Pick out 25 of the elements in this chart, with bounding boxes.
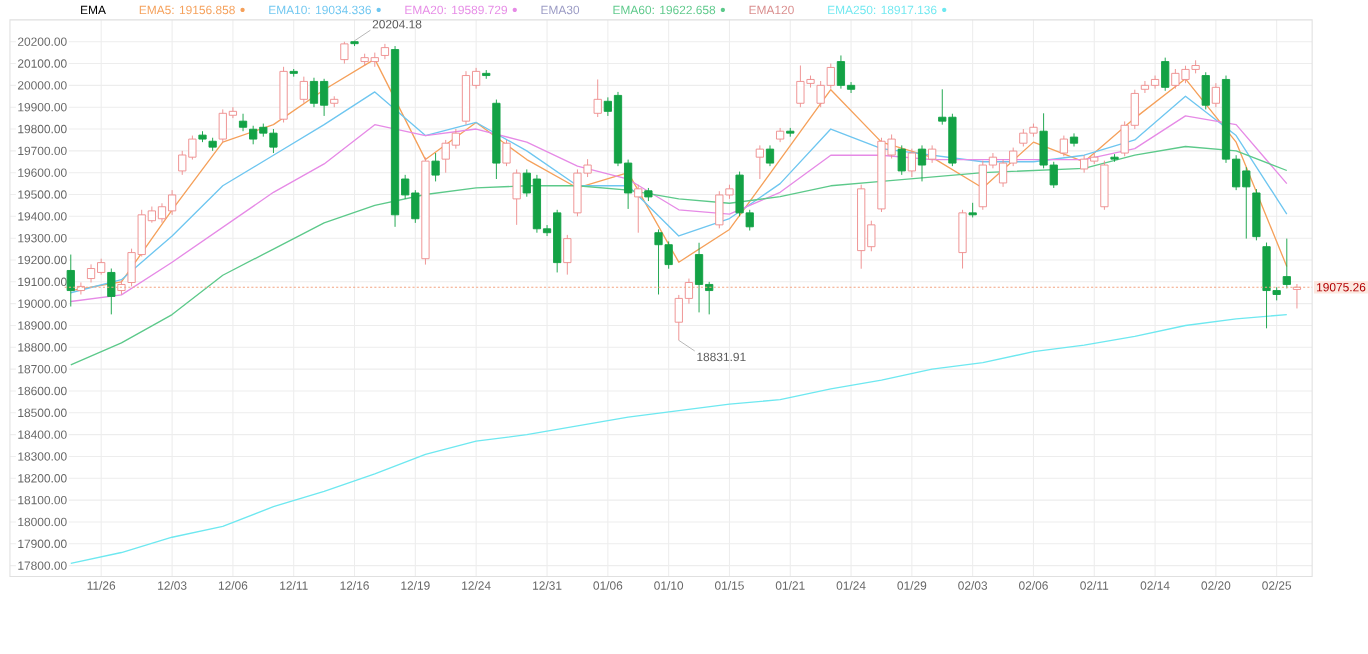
candlestick xyxy=(917,144,927,182)
candlestick xyxy=(593,78,602,118)
candlestick xyxy=(1100,160,1109,211)
candlestick xyxy=(431,152,440,182)
candlestick xyxy=(1252,188,1261,241)
candlestick xyxy=(279,66,288,123)
candlestick xyxy=(563,234,572,276)
candlestick xyxy=(907,148,916,178)
candlestick xyxy=(107,268,116,315)
candlestick xyxy=(340,41,349,64)
candlestick xyxy=(765,144,775,167)
candlestick xyxy=(502,139,511,167)
candlestick xyxy=(299,76,308,104)
candlestick xyxy=(512,168,521,226)
candlestick xyxy=(1211,82,1220,108)
candlestick xyxy=(1201,71,1210,110)
candlestick xyxy=(1059,135,1068,157)
candlestick xyxy=(755,144,764,180)
candlestick xyxy=(958,209,967,269)
candlestick xyxy=(634,184,643,234)
candlestick xyxy=(897,144,906,176)
candlestick xyxy=(1282,238,1291,289)
candlestick xyxy=(66,254,75,307)
candlestick xyxy=(1161,57,1170,92)
candlestick xyxy=(238,113,248,132)
